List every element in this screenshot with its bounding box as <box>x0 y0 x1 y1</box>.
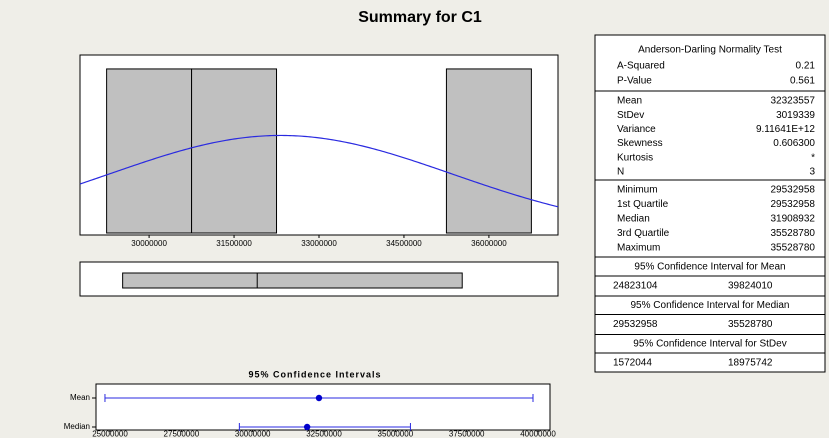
stat-label: Mean <box>617 96 642 107</box>
interval-title: 95% Confidence Intervals <box>248 369 381 379</box>
bar <box>445 68 532 234</box>
stat-label: P-Value <box>617 76 652 87</box>
stat-label: N <box>617 167 624 178</box>
x-tick-label: 36000000 <box>471 239 507 248</box>
stat-value: 35528780 <box>771 228 816 239</box>
x-tick-label: 31500000 <box>216 239 252 248</box>
y-tick-label: Median <box>64 422 90 431</box>
stat-label: A-Squared <box>617 61 665 72</box>
x-tick-label: 37500000 <box>449 430 485 438</box>
x-tick-label: 30000000 <box>131 239 167 248</box>
interval-value: 29532958 <box>613 319 658 330</box>
stat-value: 32323557 <box>771 96 816 107</box>
stat-label: 1st Quartile <box>617 199 669 210</box>
chart-title: Summary for C1 <box>358 9 482 26</box>
interval-value: 24823104 <box>613 281 658 292</box>
interval-value: 18975742 <box>728 358 773 369</box>
estimate-point <box>303 423 311 431</box>
x-tick-label: 27500000 <box>164 430 200 438</box>
interval-panel <box>95 383 551 431</box>
stat-label: Kurtosis <box>617 152 653 163</box>
stat-value: 29532958 <box>771 199 816 210</box>
x-tick-label: 35000000 <box>378 430 414 438</box>
stat-value: 3 <box>809 167 815 178</box>
x-tick-label: 32500000 <box>306 430 342 438</box>
bar <box>106 68 193 234</box>
x-tick-label: 30000000 <box>235 430 271 438</box>
section-title: Anderson-Darling Normality Test <box>638 45 782 56</box>
stat-value: * <box>811 152 815 163</box>
stat-value: 3019339 <box>776 110 815 121</box>
stat-label: Median <box>617 214 650 225</box>
stat-label: Minimum <box>617 185 658 196</box>
stat-label: Maximum <box>617 243 660 254</box>
stat-label: StDev <box>617 110 644 121</box>
stat-value: 31908932 <box>771 214 816 225</box>
interval-value: 35528780 <box>728 319 773 330</box>
y-tick-label: Mean <box>70 393 90 402</box>
box <box>122 272 463 289</box>
stat-label: 3rd Quartile <box>617 228 670 239</box>
x-tick-label: 33000000 <box>301 239 337 248</box>
section-title: 95% Confidence Interval for StDev <box>633 339 786 350</box>
stat-value: 0.561 <box>790 76 815 87</box>
stat-value: 0.606300 <box>773 138 815 149</box>
bar <box>191 68 278 234</box>
estimate-point <box>315 394 323 402</box>
stat-label: Variance <box>617 124 656 135</box>
x-tick-label: 40000000 <box>520 430 556 438</box>
interval-value: 39824010 <box>728 281 773 292</box>
section-title: 95% Confidence Interval for Mean <box>634 262 785 273</box>
x-tick-label: 34500000 <box>386 239 422 248</box>
stat-value: 0.21 <box>796 61 816 72</box>
x-tick-label: 25000000 <box>92 430 128 438</box>
stat-value: 29532958 <box>771 185 816 196</box>
fit-curve <box>79 134 559 208</box>
stat-value: 9.11641E+12 <box>756 124 815 135</box>
stat-value: 35528780 <box>771 243 816 254</box>
interval-value: 1572044 <box>613 358 652 369</box>
stat-label: Skewness <box>617 138 663 149</box>
section-title: 95% Confidence Interval for Median <box>631 300 790 311</box>
